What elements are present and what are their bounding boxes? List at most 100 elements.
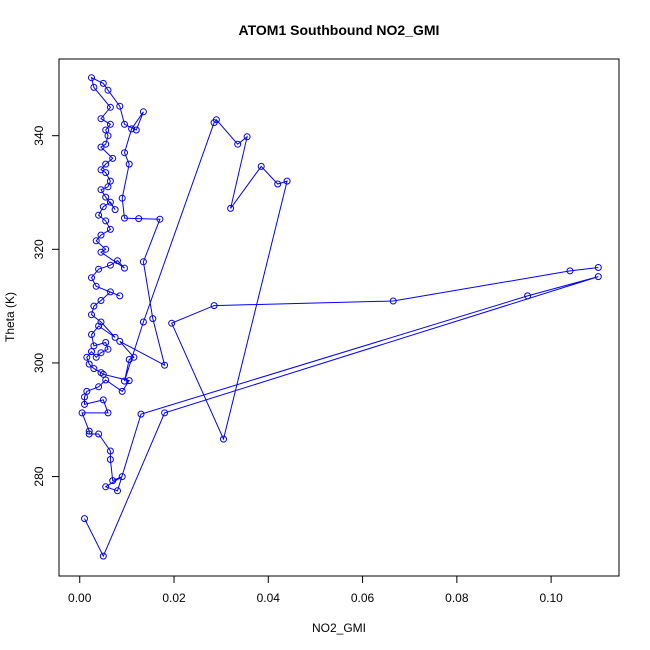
y-tick-label: 300 <box>32 353 46 373</box>
data-point <box>274 180 282 188</box>
data-point <box>116 102 124 110</box>
data-point <box>97 369 105 377</box>
data-point <box>132 126 140 134</box>
data-point <box>104 132 112 140</box>
y-tick-label: 340 <box>32 125 46 145</box>
data-point <box>156 215 164 223</box>
data-point <box>137 410 145 418</box>
data-point <box>109 477 117 485</box>
data-point <box>114 257 121 265</box>
data-point <box>104 183 112 191</box>
data-point <box>161 409 169 417</box>
data-point <box>104 409 112 417</box>
data-point <box>102 217 110 225</box>
data-point <box>139 108 147 116</box>
data-point <box>106 456 114 463</box>
data-point <box>90 365 98 373</box>
data-point <box>389 297 397 305</box>
data-point <box>121 264 128 272</box>
chart-title: ATOM1 Southbound NO2_GMI <box>239 22 440 38</box>
data-point <box>149 315 157 323</box>
data-point <box>97 297 105 304</box>
x-tick-label: 0.04 <box>257 591 281 605</box>
data-point <box>99 79 107 87</box>
data-point <box>102 245 110 253</box>
data-point <box>88 348 95 356</box>
data-point <box>92 353 100 361</box>
data-point <box>97 318 105 326</box>
data-point <box>283 177 291 185</box>
data-point <box>524 292 532 300</box>
y-tick-label: 280 <box>32 466 46 486</box>
data-point <box>594 264 602 271</box>
data-point <box>128 125 136 133</box>
data-point <box>121 120 128 128</box>
data-point <box>83 353 91 361</box>
data-point <box>99 396 107 404</box>
data-point <box>139 318 147 326</box>
data-point <box>234 140 242 148</box>
data-point <box>243 133 251 141</box>
data-point <box>106 177 114 185</box>
data-point <box>227 204 235 212</box>
data-point <box>102 160 110 168</box>
data-point <box>121 377 128 385</box>
data-point <box>81 515 88 523</box>
data-point <box>102 140 110 148</box>
x-axis: 0.00 0.02 0.04 0.06 0.08 0.10 <box>68 575 563 605</box>
data-point <box>85 430 93 438</box>
plot-area <box>78 74 602 560</box>
data-point <box>102 193 110 201</box>
data-point <box>81 400 88 408</box>
data-point <box>212 116 220 124</box>
data-point <box>161 361 169 369</box>
data-point <box>102 126 110 134</box>
x-tick-label: 0.08 <box>445 591 469 605</box>
data-point <box>135 215 143 223</box>
data-point <box>118 387 126 395</box>
data-point <box>220 435 227 443</box>
x-axis-label: NO2_GMI <box>312 621 366 635</box>
data-point <box>85 427 93 435</box>
data-point <box>125 377 133 385</box>
data-point <box>92 237 100 245</box>
data-point <box>116 292 124 300</box>
x-tick-label: 0.02 <box>162 591 186 605</box>
data-point <box>78 409 86 417</box>
data-point <box>106 447 114 455</box>
data-point <box>88 331 95 338</box>
data-point <box>83 387 91 395</box>
data-point <box>106 103 114 111</box>
data-point <box>102 483 110 491</box>
data-point <box>97 115 105 123</box>
data-point <box>106 198 114 206</box>
data-point <box>97 349 105 357</box>
data-point <box>88 311 95 319</box>
data-point <box>97 186 105 194</box>
data-point <box>88 74 95 82</box>
data-point <box>97 166 105 174</box>
data-point <box>95 265 103 273</box>
data-point <box>109 154 117 162</box>
data-point <box>116 337 124 345</box>
data-point <box>114 487 121 495</box>
data-point <box>102 376 110 384</box>
data-point <box>168 319 176 327</box>
data-point <box>257 162 265 170</box>
y-axis-label: Theta (K) <box>3 292 17 342</box>
data-point <box>88 274 95 282</box>
data-point <box>106 288 114 296</box>
data-point <box>95 211 103 219</box>
data-point <box>90 302 98 310</box>
x-tick-label: 0.10 <box>539 591 563 605</box>
data-point <box>118 194 126 202</box>
data-point <box>102 339 110 346</box>
data-point <box>210 302 218 310</box>
data-point <box>95 383 103 391</box>
data-point <box>111 206 119 214</box>
data-point <box>106 261 114 269</box>
data-point <box>125 356 133 363</box>
data-point <box>90 342 98 350</box>
